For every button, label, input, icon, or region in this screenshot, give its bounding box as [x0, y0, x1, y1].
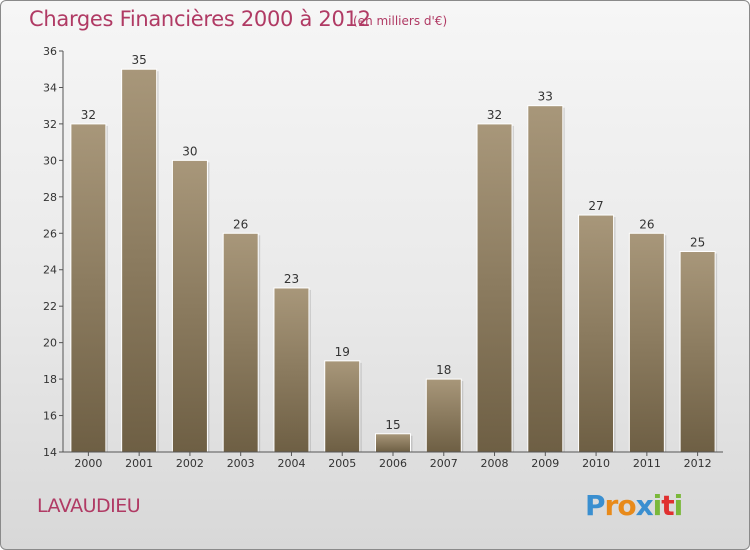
- bar-2003: [222, 232, 259, 453]
- bar-2012: [679, 251, 716, 453]
- bar-2002: [171, 159, 208, 453]
- y-tick-label: 18: [43, 373, 57, 386]
- data-label: 30: [182, 144, 197, 158]
- chart-subtitle: (en milliers d'€): [353, 14, 448, 28]
- y-tick-label: 20: [43, 337, 57, 350]
- proxiti-logo: Proxiti: [585, 489, 683, 522]
- data-label: 23: [284, 272, 299, 286]
- svg-text:Proxiti: Proxiti: [585, 489, 682, 522]
- bar-2011: [628, 232, 665, 453]
- x-tick-label: 2006: [379, 457, 407, 470]
- y-tick-label: 14: [43, 446, 57, 459]
- data-label: 26: [233, 217, 248, 231]
- data-label: 26: [639, 217, 654, 231]
- bar-2009: [527, 105, 564, 453]
- data-label: 32: [81, 108, 96, 122]
- bar-2008: [476, 123, 513, 453]
- data-label: 33: [538, 90, 553, 104]
- commune-name: LAVAUDIEU: [37, 495, 141, 517]
- y-tick-label: 36: [43, 45, 57, 58]
- y-tick-label: 34: [43, 81, 57, 94]
- x-tick-label: 2010: [582, 457, 610, 470]
- chart-title: Charges Financières 2000 à 2012: [29, 7, 371, 31]
- bar-2004: [273, 287, 310, 453]
- data-label: 27: [588, 199, 603, 213]
- data-label: 15: [385, 418, 400, 432]
- y-tick-label: 16: [43, 410, 57, 423]
- x-tick-label: 2004: [277, 457, 305, 470]
- x-tick-label: 2011: [633, 457, 661, 470]
- y-tick-label: 30: [43, 154, 57, 167]
- y-tick-label: 32: [43, 118, 57, 131]
- y-tick-label: 24: [43, 264, 57, 277]
- x-tick-label: 2008: [481, 457, 509, 470]
- bar-2000: [70, 123, 107, 453]
- bar-2005: [324, 360, 361, 453]
- x-tick-label: 2001: [125, 457, 153, 470]
- data-label: 25: [690, 236, 705, 250]
- bar-2007: [425, 378, 462, 453]
- bar-2001: [121, 68, 158, 453]
- y-tick-label: 26: [43, 227, 57, 240]
- x-tick-label: 2002: [176, 457, 204, 470]
- data-label: 35: [132, 53, 147, 67]
- data-label: 19: [335, 345, 350, 359]
- data-label: 32: [487, 108, 502, 122]
- x-tick-label: 2000: [74, 457, 102, 470]
- x-tick-label: 2007: [430, 457, 458, 470]
- x-tick-label: 2012: [684, 457, 712, 470]
- x-tick-label: 2005: [328, 457, 356, 470]
- data-label: 18: [436, 363, 451, 377]
- y-tick-label: 28: [43, 191, 57, 204]
- bar-2006: [375, 433, 411, 453]
- x-tick-label: 2003: [227, 457, 255, 470]
- bar-2010: [578, 214, 615, 453]
- x-tick-label: 2009: [531, 457, 559, 470]
- y-tick-label: 22: [43, 300, 57, 313]
